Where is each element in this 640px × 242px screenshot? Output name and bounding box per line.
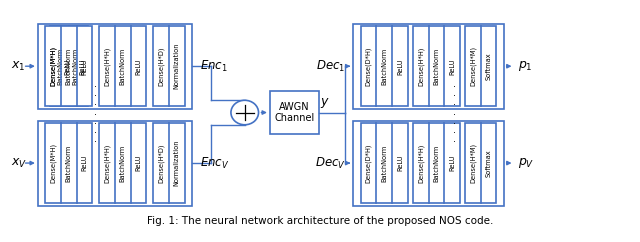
Bar (38, 24, 192, 109)
Bar (353, 121, 504, 206)
Text: ·
·
·
·
·
·
·: · · · · · · · (453, 82, 456, 147)
Text: Dense(H*H): Dense(H*H) (104, 143, 110, 183)
Text: $Enc_V$: $Enc_V$ (200, 156, 229, 171)
Text: $y$: $y$ (320, 96, 330, 110)
Text: Dense(M*H): Dense(M*H) (50, 46, 56, 86)
Text: ReLU: ReLU (136, 58, 141, 75)
Text: Dense(M*H): Dense(M*H) (50, 143, 56, 183)
Text: ReLU: ReLU (449, 155, 455, 171)
Bar (153, 123, 184, 203)
Bar (270, 91, 319, 134)
Text: $Dec_1$: $Dec_1$ (317, 59, 346, 74)
Bar (153, 26, 184, 106)
Text: BatchNorm: BatchNorm (433, 48, 439, 85)
Text: BatchNorm: BatchNorm (381, 48, 387, 85)
Bar (361, 26, 408, 106)
Text: Softmax: Softmax (485, 53, 492, 80)
Text: Dense(H*H): Dense(H*H) (104, 46, 110, 86)
Text: Dense(H*H): Dense(H*H) (417, 46, 424, 86)
Text: BatchNorm: BatchNorm (66, 48, 72, 85)
Bar (45, 123, 92, 203)
Text: Normalization: Normalization (173, 140, 180, 186)
Text: Normalization: Normalization (173, 43, 180, 90)
Text: AWGN
Channel: AWGN Channel (274, 102, 314, 123)
Text: ·
·
·
·
·
·
·: · · · · · · · (94, 82, 97, 147)
Text: ReLU: ReLU (81, 155, 88, 171)
Text: ReLU: ReLU (397, 155, 403, 171)
Bar (38, 121, 192, 206)
Bar (99, 123, 147, 203)
Text: BatchNorm: BatchNorm (66, 144, 72, 182)
Bar (465, 26, 496, 106)
Text: $p_1$: $p_1$ (518, 59, 532, 73)
Bar (465, 123, 496, 203)
Text: Dense(H*D): Dense(H*D) (157, 46, 164, 86)
Text: ReLU: ReLU (136, 155, 141, 171)
Text: ReLU: ReLU (449, 58, 455, 75)
Text: Dense(H*M): Dense(H*M) (470, 46, 476, 86)
Bar (99, 26, 147, 106)
Text: Dense(M*H)
BatchNorm
ReLU: Dense(M*H) BatchNorm ReLU (49, 46, 70, 86)
Text: ReLU: ReLU (397, 58, 403, 75)
Text: ReLU: ReLU (81, 58, 88, 75)
Text: Dense(D*H): Dense(D*H) (365, 143, 372, 183)
Ellipse shape (231, 100, 259, 125)
Text: Dense(H*M): Dense(H*M) (470, 143, 476, 183)
Bar (353, 24, 504, 109)
Bar (69, 26, 88, 106)
Bar (361, 123, 408, 203)
Bar (45, 26, 92, 106)
Text: BatchNorm: BatchNorm (433, 144, 439, 182)
Text: $p_V$: $p_V$ (518, 156, 534, 170)
Text: BatchNorm
ReLU: BatchNorm ReLU (72, 48, 85, 85)
Text: BatchNorm: BatchNorm (381, 144, 387, 182)
Text: BatchNorm: BatchNorm (120, 144, 125, 182)
Text: Dense(D*H): Dense(D*H) (365, 46, 372, 86)
Text: $x_V$: $x_V$ (12, 157, 28, 170)
Text: $Enc_1$: $Enc_1$ (200, 59, 227, 74)
Bar (413, 26, 460, 106)
Text: BatchNorm: BatchNorm (120, 48, 125, 85)
Text: Dense(H*D): Dense(H*D) (157, 143, 164, 183)
Text: Fig. 1: The neural network architecture of the proposed NOS code.: Fig. 1: The neural network architecture … (147, 216, 493, 226)
Bar (51, 26, 69, 106)
Text: $Dec_V$: $Dec_V$ (315, 156, 346, 171)
Text: $x_1$: $x_1$ (12, 60, 26, 73)
Text: Dense(H*H): Dense(H*H) (417, 143, 424, 183)
Bar (413, 123, 460, 203)
Text: Softmax: Softmax (485, 149, 492, 177)
